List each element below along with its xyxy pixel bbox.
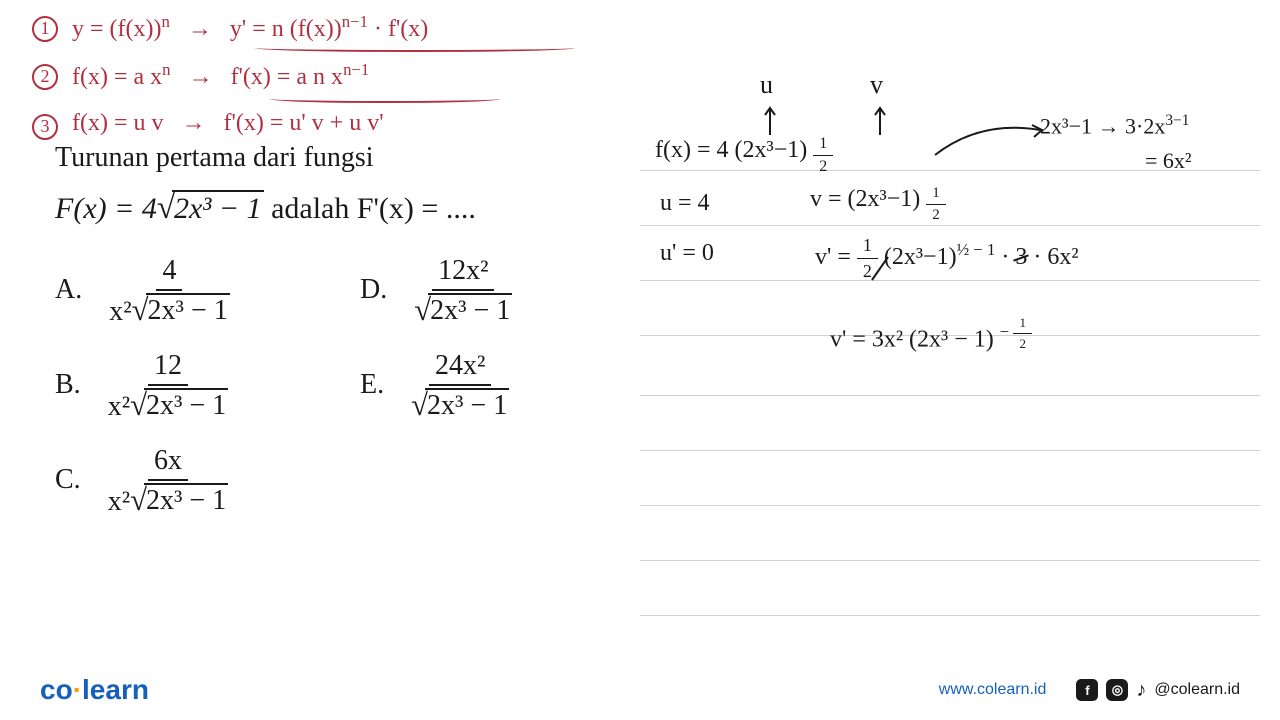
logo: co·learn xyxy=(40,674,149,706)
footer: co·learn www.colearn.id f ◎ ♪ @colearn.i… xyxy=(0,674,1280,706)
arrow-v-icon xyxy=(870,100,890,140)
rule2: f(x) = a xn → f'(x) = a n xn−1 xyxy=(72,60,369,91)
arrow-u-icon xyxy=(760,100,780,140)
work-vprime2: v' = 3x² (2x³ − 1) − 1 2 xyxy=(830,315,1032,353)
rule2-num: 2 xyxy=(32,64,58,90)
instagram-icon: ◎ xyxy=(1106,679,1128,701)
work-vprime: v' = 1 2 (2x³−1)½ − 1 · 3 · 6x² xyxy=(815,235,1079,282)
social-handle: @colearn.id xyxy=(1154,681,1240,699)
facebook-icon: f xyxy=(1076,679,1098,701)
strike-icon xyxy=(870,255,890,285)
notebook-line xyxy=(640,505,1260,506)
work-fx: f(x) = 4 (2x³−1) 1 2 xyxy=(655,135,833,176)
notebook-line xyxy=(640,615,1260,616)
option-E: E. 24x² √2x³ − 1 xyxy=(360,350,515,423)
rule1-lhs: y = (f(x))n → y' = n (f(x))n−1 · f'(x) xyxy=(72,12,428,43)
rule2-underline xyxy=(270,95,500,103)
problem-fx: F(x) = 4√2x³ − 1 adalah F'(x) = .... xyxy=(55,190,476,227)
work-deriv-res: = 6x² xyxy=(1145,148,1192,174)
option-B: B. 12 x²√2x³ − 1 xyxy=(55,350,234,423)
work-u-label: u xyxy=(760,70,773,100)
work-uprime: u' = 0 xyxy=(660,240,714,267)
notebook-line xyxy=(640,560,1260,561)
social-links: f ◎ ♪ @colearn.id xyxy=(1076,679,1240,702)
work-v-label: v xyxy=(870,70,883,100)
curve-arrow-icon xyxy=(930,115,1050,175)
option-A: A. 4 x²√2x³ − 1 xyxy=(55,255,236,328)
footer-url: www.colearn.id xyxy=(939,681,1047,699)
option-C: C. 6x x²√2x³ − 1 xyxy=(55,445,234,518)
notebook-line xyxy=(640,225,1260,226)
rule3-num: 3 xyxy=(32,114,58,140)
rule3: f(x) = u v → f'(x) = u' v + u v' xyxy=(72,110,384,137)
option-D: D. 12x² √2x³ − 1 xyxy=(360,255,518,328)
tiktok-icon: ♪ xyxy=(1136,679,1146,702)
work-u: u = 4 xyxy=(660,190,710,217)
rule1-num: 1 xyxy=(32,16,58,42)
work-v: v = (2x³−1) 1 2 xyxy=(810,185,946,224)
problem-intro: Turunan pertama dari fungsi xyxy=(55,142,374,174)
notebook-line xyxy=(640,395,1260,396)
notebook-line xyxy=(640,450,1260,451)
work-deriv-inner: 2x³−1 → 3·2x3−1 xyxy=(1040,112,1189,139)
rule1-underline xyxy=(255,44,575,52)
